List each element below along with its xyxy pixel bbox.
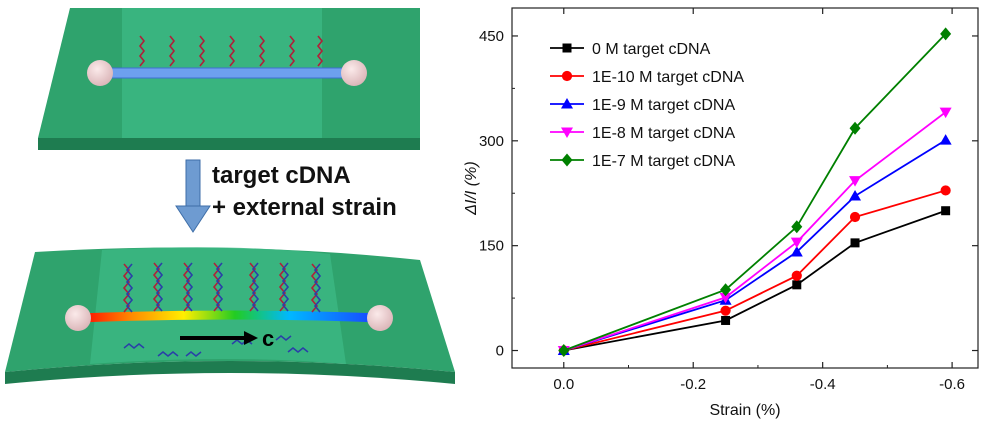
device-illustration: c xyxy=(5,8,455,384)
series-1e-10-m-target-cdna xyxy=(558,185,951,356)
plot-area xyxy=(557,27,952,358)
series-1e-8-m-target-cdna xyxy=(557,107,952,357)
nanowire-flat xyxy=(97,67,357,79)
x-tick-label: -0.2 xyxy=(680,376,706,393)
data-point xyxy=(561,70,573,82)
legend-item: 1E-8 M target cDNA xyxy=(550,125,735,142)
data-point xyxy=(561,98,573,109)
data-point xyxy=(939,134,952,145)
process-label-line2: + external strain xyxy=(212,194,397,221)
data-point xyxy=(562,43,572,53)
down-arrow-icon xyxy=(175,159,211,233)
data-point xyxy=(791,270,802,281)
data-point xyxy=(792,280,802,290)
series-line xyxy=(563,189,946,352)
legend-item: 1E-9 M target cDNA xyxy=(550,97,735,114)
hybridized-dna-icon xyxy=(122,262,322,313)
data-point xyxy=(940,185,951,196)
data-point xyxy=(941,206,951,216)
electrode-left-bent-icon xyxy=(65,305,91,331)
legend: 0 M target cDNA 1E-10 M target cDNA 1E-9 M… xyxy=(550,41,744,170)
data-point xyxy=(791,220,803,234)
legend-label: 1E-8 M target cDNA xyxy=(592,125,735,142)
data-point xyxy=(849,211,861,223)
data-point xyxy=(940,27,952,41)
x-tick-label: -0.6 xyxy=(939,376,965,393)
x-axis-title: Strain (%) xyxy=(709,402,780,419)
electrode-right-bent-icon xyxy=(367,305,393,331)
current-arrow-icon xyxy=(180,331,258,345)
legend-item: 1E-10 M target cDNA xyxy=(550,69,744,86)
y-tick-label: 450 xyxy=(479,28,504,45)
strained-nanowire xyxy=(73,310,385,323)
data-point xyxy=(849,121,861,135)
line-chart: 0.0 -0.2 -0.4 -0.6 0 150 300 450 0 M target cDN… xyxy=(463,7,979,419)
x-tick-label: 0.0 xyxy=(553,376,574,393)
data-point xyxy=(939,107,952,119)
free-cdna-icon xyxy=(123,335,309,357)
legend-label: 1E-7 M target cDNA xyxy=(592,153,735,170)
data-point xyxy=(719,292,732,304)
data-point xyxy=(561,127,573,138)
dna-probes-flat xyxy=(138,35,324,67)
x-tick-label: -0.4 xyxy=(810,376,836,393)
y-tick-label: 150 xyxy=(479,238,504,255)
legend-item: 0 M target cDNA xyxy=(550,41,711,58)
y-axis-title: ΔI/I (%) xyxy=(463,161,480,215)
data-point xyxy=(721,315,731,325)
legend-label: 1E-9 M target cDNA xyxy=(592,97,735,114)
y-tick-label: 0 xyxy=(496,343,504,360)
data-point xyxy=(849,176,862,187)
series-line xyxy=(563,139,947,352)
legend-label: 1E-10 M target cDNA xyxy=(592,69,744,86)
y-tick-label: 300 xyxy=(479,133,504,150)
current-label: c xyxy=(262,326,274,351)
flat-substrate xyxy=(38,8,420,150)
data-point xyxy=(720,283,732,297)
axes: 0.0 -0.2 -0.4 -0.6 0 150 300 450 xyxy=(479,7,979,393)
data-point xyxy=(850,238,860,248)
process-label-line1: target cDNA xyxy=(212,162,351,189)
electrode-right-icon xyxy=(341,60,367,86)
data-point xyxy=(720,305,731,316)
plot-frame xyxy=(511,7,979,369)
process-label: target cDNA + external strain xyxy=(212,160,397,224)
legend-label: 0 M target cDNA xyxy=(592,41,711,58)
data-point xyxy=(790,245,803,257)
electrode-left-icon xyxy=(87,60,113,86)
bent-substrate: c xyxy=(5,247,455,384)
data-point xyxy=(561,153,573,167)
series-1e-7-m-target-cdna xyxy=(558,27,952,358)
legend-item: 1E-7 M target cDNA xyxy=(550,153,735,170)
data-point xyxy=(849,190,862,201)
data-point xyxy=(558,344,570,358)
data-point xyxy=(790,237,803,249)
